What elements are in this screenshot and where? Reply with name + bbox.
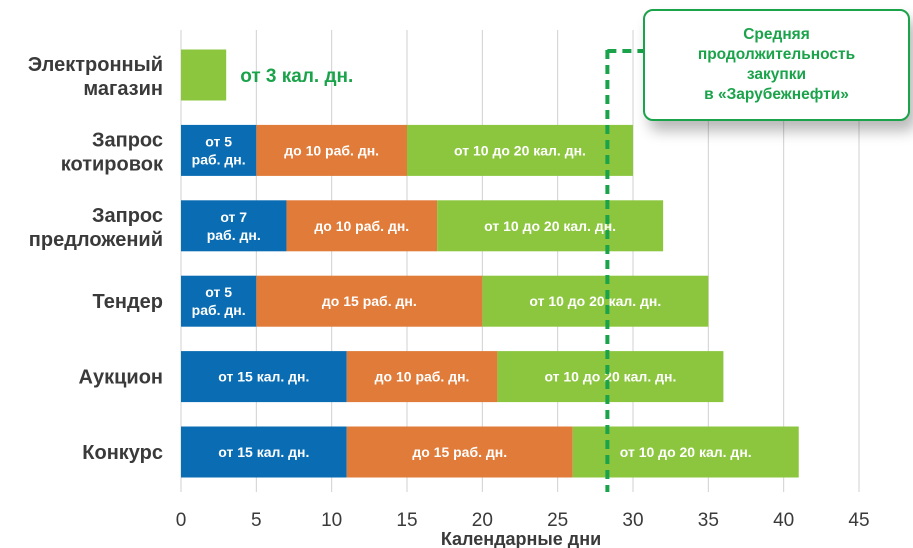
bar-segment [181, 50, 226, 101]
x-tick-label: 10 [321, 510, 342, 531]
callout-line: в «Зарубежнефти» [698, 85, 855, 105]
x-tick-label: 5 [251, 510, 262, 531]
bar-segment-label: до 10 раб. дн. [314, 218, 409, 234]
bar-segment-label: до 10 раб. дн. [375, 369, 470, 385]
category-label: Запрос предложений [29, 205, 163, 251]
category-label: Тендер [93, 291, 163, 313]
category-label: Запрос котировок [61, 129, 164, 175]
bar-segment-label: до 10 раб. дн. [284, 142, 379, 158]
x-tick-label: 20 [472, 510, 493, 531]
bar-segment-label: от 10 до 20 кал. дн. [529, 293, 661, 309]
bar-segment-label: от 10 до 20 кал. дн. [454, 142, 586, 158]
callout-text: Средняя продолжительность закупки в «Зар… [698, 25, 855, 105]
bar-outside-label: от 3 кал. дн. [240, 66, 353, 87]
x-tick-label: 35 [698, 510, 719, 531]
bar-segment-label: от 10 до 20 кал. дн. [620, 444, 752, 460]
category-label: Конкурс [82, 442, 163, 464]
x-tick-label: 45 [848, 510, 869, 531]
x-tick-label: 25 [547, 510, 568, 531]
x-tick-label: 40 [773, 510, 794, 531]
callout-line: продолжительность [698, 45, 855, 65]
bar-segment-label: от 15 кал. дн. [218, 444, 309, 460]
average-duration-callout: Средняя продолжительность закупки в «Зар… [643, 9, 910, 121]
callout-line: закупки [698, 65, 855, 85]
x-tick-label: 0 [176, 510, 187, 531]
x-tick-label: 15 [396, 510, 417, 531]
bar-segment-label: от 10 до 20 кал. дн. [484, 218, 616, 234]
bar-segment-label: от 10 до 20 кал. дн. [544, 369, 676, 385]
bar-segment-label: до 15 раб. дн. [322, 293, 417, 309]
x-axis-title: Календарные дни [441, 529, 601, 548]
category-label: Электронный магазин [28, 54, 163, 100]
callout-line: Средняя [698, 25, 855, 45]
bar-segment-label: до 15 раб. дн. [412, 444, 507, 460]
x-tick-label: 30 [622, 510, 643, 531]
category-label: Аукцион [79, 367, 163, 389]
bar-segment-label: от 15 кал. дн. [218, 369, 309, 385]
